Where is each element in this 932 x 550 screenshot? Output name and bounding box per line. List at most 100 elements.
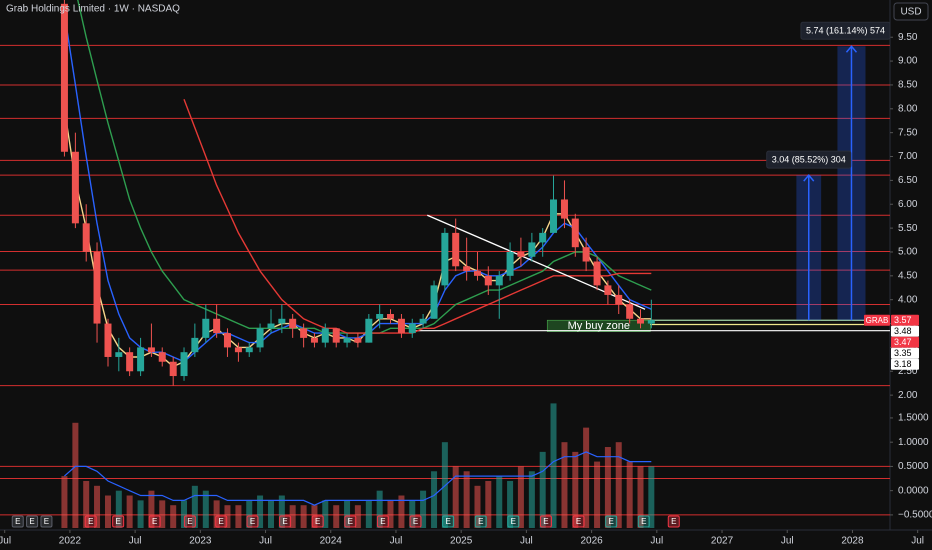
- price-pane: My buy zone: [0, 0, 890, 387]
- earnings-label: E: [44, 517, 49, 526]
- indicator-bar: [126, 495, 133, 528]
- indicator-pane: [0, 403, 890, 528]
- x-tick-label: 2026: [580, 536, 603, 547]
- earnings-marker: [84, 515, 97, 528]
- indicator-bar: [387, 500, 394, 528]
- indicator-bar: [83, 480, 90, 528]
- x-tick-label: Jul: [520, 536, 533, 547]
- candle-body: [343, 337, 351, 343]
- y-tick-label: 6.00: [898, 199, 918, 210]
- indicator-bar: [648, 466, 655, 528]
- indicator-bar: [94, 485, 101, 528]
- indicator-bar: [61, 476, 68, 528]
- indicator-bar: [344, 500, 351, 528]
- x-tick-label: 2027: [711, 536, 734, 547]
- y-tick-label: −0.5000: [898, 510, 932, 521]
- indicator-bar: [615, 442, 622, 528]
- candle-body: [310, 337, 318, 343]
- candle-body: [397, 318, 405, 334]
- currency-box[interactable]: [893, 2, 929, 21]
- earnings-label: E: [445, 517, 450, 526]
- price-label-box: [891, 336, 919, 348]
- candle-body: [82, 223, 90, 252]
- indicator-bar: [300, 505, 307, 528]
- indicator-line: [64, 451, 652, 506]
- indicator-bar: [474, 485, 481, 528]
- buy-zone: [546, 319, 651, 332]
- earnings-label: E: [282, 517, 287, 526]
- candle-body: [517, 251, 525, 257]
- candle-body: [213, 318, 221, 334]
- earnings-marker: [605, 515, 618, 528]
- candle-body: [354, 337, 362, 343]
- candle-body: [93, 251, 101, 324]
- indicator-bar: [268, 500, 275, 528]
- y-tick-label: 6.50: [898, 175, 918, 186]
- earnings-marker: [344, 515, 357, 528]
- symbol-box: [864, 314, 890, 326]
- indicator-bar: [528, 471, 535, 528]
- indicator-bar: [604, 447, 611, 528]
- measure-label-box: [766, 150, 852, 169]
- y-tick-label: 1.5000: [898, 413, 929, 424]
- earnings-label: E: [88, 517, 93, 526]
- earnings-marker: [148, 515, 161, 528]
- candle-body: [463, 266, 471, 272]
- indicator-bar: [517, 466, 524, 528]
- indicator-bar: [507, 480, 514, 528]
- candle-body: [104, 323, 112, 357]
- candle-body: [267, 323, 275, 329]
- earnings-marker: [572, 515, 585, 528]
- earnings-marker: [40, 515, 53, 528]
- price-label-box: [891, 358, 919, 370]
- candle-body: [550, 199, 558, 233]
- indicator-bar: [278, 495, 285, 528]
- y-tick-label: 0.0000: [898, 485, 929, 496]
- indicator-bar: [246, 500, 253, 528]
- x-tick-label: Jul: [781, 536, 794, 547]
- candle-body: [169, 361, 177, 377]
- x-tick-label: Jul: [911, 536, 924, 547]
- indicator-bar: [148, 490, 155, 528]
- y-tick-label: 7.00: [898, 151, 918, 162]
- axes: 2.002.503.003.504.004.505.005.506.006.50…: [0, 21, 932, 547]
- candle-body: [539, 232, 547, 243]
- earnings-marker: [112, 515, 125, 528]
- indicator-bar: [452, 466, 459, 528]
- earnings-marker: [637, 515, 650, 528]
- indicator-bar: [583, 427, 590, 528]
- earnings-label: E: [219, 517, 224, 526]
- earnings-label: E: [576, 517, 581, 526]
- candle-body: [386, 314, 394, 319]
- indicator-bar: [235, 505, 242, 528]
- candle-body: [321, 328, 329, 343]
- candle-body: [60, 3, 68, 152]
- candle-body: [332, 328, 340, 343]
- indicator-bar: [561, 442, 568, 528]
- indicator-bar: [626, 461, 633, 528]
- buy-zone-label: My buy zone: [568, 320, 630, 332]
- y-tick-label: 9.00: [898, 56, 918, 67]
- price-label: 3.47: [894, 337, 912, 347]
- price-label-box: [891, 325, 919, 337]
- earnings-label: E: [380, 517, 385, 526]
- earnings-marker: [279, 515, 292, 528]
- currency[interactable]: USD: [900, 7, 921, 18]
- candle-body: [506, 251, 514, 276]
- indicator-bar: [202, 490, 209, 528]
- earnings-label: E: [152, 517, 157, 526]
- candle-body: [473, 271, 481, 276]
- earnings-label: E: [543, 517, 548, 526]
- x-tick-label: Jul: [259, 536, 272, 547]
- candle-body: [300, 328, 308, 338]
- earnings-marker: [311, 515, 324, 528]
- y-tick-label: 2.50: [898, 366, 918, 377]
- moving-average: [183, 99, 652, 334]
- candle-body: [202, 318, 210, 338]
- indicator-bar: [485, 480, 492, 528]
- indicator-bar: [496, 476, 503, 528]
- candle-body: [430, 285, 438, 319]
- indicator-bar: [72, 422, 79, 528]
